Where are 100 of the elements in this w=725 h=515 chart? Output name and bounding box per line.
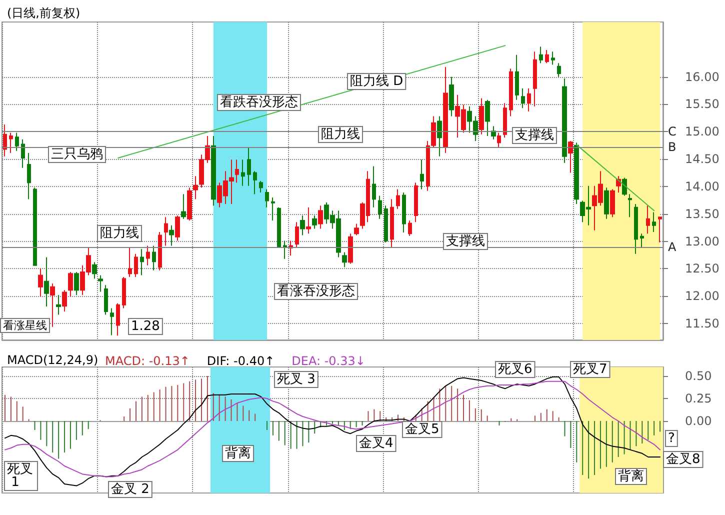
annotation: 阻力线	[100, 226, 139, 241]
candlestick	[402, 192, 406, 234]
text: 金叉8	[666, 452, 700, 467]
candlestick	[295, 222, 299, 248]
candlestick	[3, 124, 7, 157]
ref-line-label: B	[668, 140, 676, 154]
candlestick	[634, 204, 638, 254]
candlestick	[44, 256, 49, 308]
ref-line-label: A	[668, 240, 677, 254]
candlestick	[437, 116, 442, 157]
candlestick	[443, 66, 448, 154]
candlestick	[652, 212, 656, 232]
candlestick	[342, 252, 347, 268]
candlestick	[92, 262, 97, 280]
y-tick-label: 12.00	[685, 289, 720, 304]
candlestick	[164, 216, 168, 246]
candlestick	[98, 274, 103, 292]
y-tick-label: 15.50	[685, 97, 720, 112]
annotation: 看涨吞没形态	[277, 284, 355, 299]
candlestick	[306, 206, 311, 234]
ref-line-label: C	[668, 124, 676, 139]
candlestick	[33, 187, 37, 266]
candlestick	[152, 245, 156, 271]
candlestick	[187, 187, 192, 221]
candlestick	[277, 206, 281, 248]
candlestick	[604, 187, 609, 220]
candlestick	[169, 224, 174, 246]
candlestick	[628, 194, 632, 218]
candlestick	[479, 98, 484, 135]
candlestick	[408, 220, 412, 236]
text: DEA: -0.33↓	[292, 354, 366, 368]
candlestick	[128, 246, 132, 278]
annotation: 阻力线 D	[350, 74, 404, 89]
candlestick	[235, 159, 239, 184]
candlestick	[158, 231, 162, 271]
annotation: 阻力线	[321, 127, 360, 142]
candlestick	[485, 99, 490, 137]
candlestick	[503, 102, 507, 138]
candlestick	[21, 138, 25, 168]
annotation: 看跌吞没形态	[220, 95, 298, 110]
candlestick	[568, 140, 573, 174]
candlestick	[265, 188, 269, 208]
candlestick	[557, 62, 561, 78]
candlestick	[15, 132, 19, 152]
candlestick	[134, 253, 138, 278]
candlestick	[646, 205, 650, 234]
candlestick	[449, 76, 454, 117]
annotation: 背离	[618, 468, 644, 484]
annotation: 金叉4	[359, 436, 394, 451]
y-tick-label: 0.50	[685, 369, 712, 383]
candlestick	[658, 216, 662, 243]
annotation: 看涨星线	[3, 319, 47, 332]
candlestick	[253, 170, 257, 195]
candlestick	[515, 54, 519, 100]
candlestick	[146, 245, 150, 266]
annotation: 支撑线	[446, 234, 485, 249]
candlestick	[241, 159, 245, 186]
candlestick	[533, 51, 537, 107]
annotation: 背离	[225, 445, 251, 461]
candlestick	[562, 78, 567, 164]
y-tick-label: 14.50	[685, 152, 720, 166]
candlestick	[640, 233, 644, 248]
candlestick	[372, 166, 376, 208]
annotation: 死叉6	[498, 362, 532, 377]
annotation: 三只乌鸦	[51, 147, 103, 162]
candlestick	[610, 188, 615, 218]
candlestick	[527, 88, 531, 112]
candlestick	[348, 233, 353, 264]
candlestick	[56, 294, 61, 316]
candlestick	[175, 215, 180, 242]
candlestick	[414, 182, 418, 223]
candlestick	[27, 152, 31, 200]
annotation: 1.28	[131, 319, 160, 334]
text: ?	[668, 431, 675, 446]
chart-title: MACD(12,24,9)	[7, 353, 98, 367]
candlestick	[545, 49, 549, 64]
y-tick-label: 13.50	[685, 206, 720, 221]
candlestick	[259, 180, 263, 194]
candlestick	[420, 159, 424, 190]
candlestick	[68, 272, 73, 298]
candlestick	[354, 223, 359, 236]
candlestick	[62, 290, 67, 312]
candlestick	[9, 132, 13, 154]
candlestick	[390, 198, 394, 248]
candlestick	[283, 240, 287, 260]
annotation: 支撑线	[515, 128, 554, 143]
chart-title: (日线,前复权)	[7, 6, 80, 20]
candlestick	[396, 188, 400, 210]
y-tick-label: 12.50	[685, 262, 720, 276]
annotation: 金叉 2	[111, 482, 150, 497]
candlestick	[181, 194, 186, 220]
candlestick	[539, 46, 543, 64]
y-tick-label: 15.00	[685, 124, 720, 139]
series-label: MACD: -0.13↑	[105, 354, 190, 368]
candlestick	[384, 205, 388, 243]
candlestick	[247, 147, 251, 186]
y-tick-label: 0.00	[685, 414, 712, 428]
candlestick	[271, 196, 275, 221]
candlestick	[574, 142, 579, 205]
y-tick-label: 11.50	[685, 316, 720, 331]
